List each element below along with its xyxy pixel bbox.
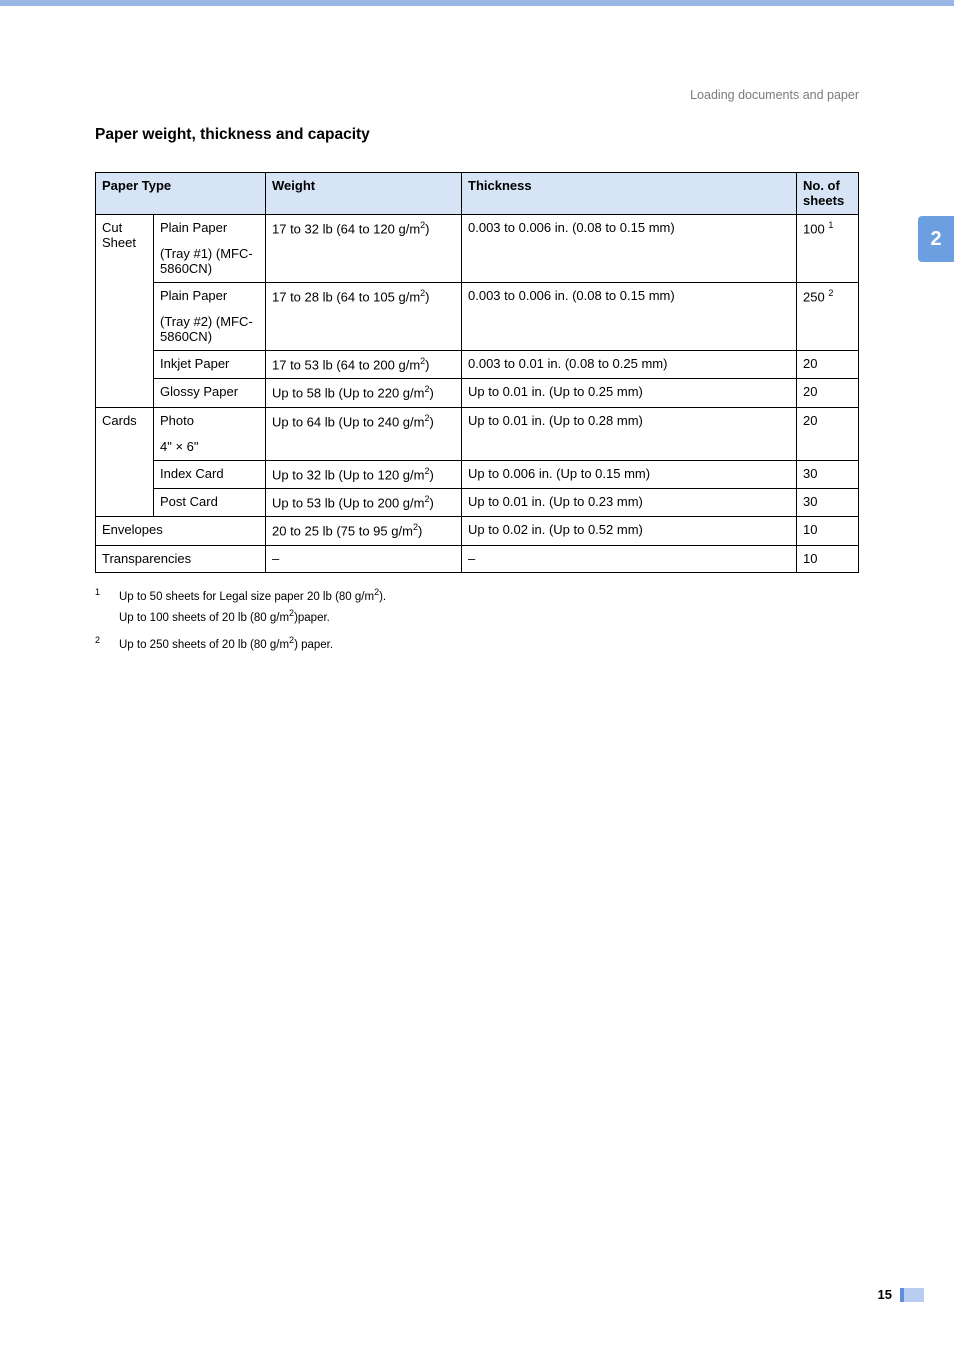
w-r2b: ) — [425, 289, 429, 304]
table-row: Cards Photo Up to 64 lb (Up to 240 g/m2)… — [96, 407, 859, 434]
w-r7b: ) — [430, 495, 434, 510]
fn2-num: 2 — [95, 633, 105, 654]
fn1-body: Up to 50 sheets for Legal size paper 20 … — [119, 585, 386, 627]
fn2-la: Up to 250 sheets of 20 lb (80 g/m — [119, 639, 289, 651]
sub-plain-2a: Plain Paper — [154, 283, 266, 310]
sub-plain-2b: (Tray #2) (MFC-5860CN) — [154, 309, 266, 351]
table-row: Plain Paper 17 to 28 lb (64 to 105 g/m 2)… — [96, 283, 859, 310]
table-row: Index Card Up to 32 lb (Up to 120 g/m2) … — [96, 460, 859, 488]
table-header-row: Paper Type Weight Thickness No. of sheet… — [96, 173, 859, 215]
weight-r2: 17 to 28 lb (64 to 105 g/m2) — [266, 283, 462, 351]
thick-r9: – — [462, 545, 797, 572]
cat-trans: Transparencies — [96, 545, 266, 572]
w-r1b: ) — [425, 221, 429, 236]
sub-photo-a: Photo — [154, 407, 266, 434]
table-row: Envelopes 20 to 25 lb (75 to 95 g/m2) Up… — [96, 517, 859, 545]
fn1-lb2: )paper. — [294, 612, 330, 624]
thick-r4: Up to 0.01 in. (Up to 0.25 mm) — [462, 379, 797, 407]
thick-r8: Up to 0.02 in. (Up to 0.52 mm) — [462, 517, 797, 545]
paper-spec-table: Paper Type Weight Thickness No. of sheet… — [95, 172, 859, 573]
sub-postcard: Post Card — [154, 488, 266, 516]
sub-inkjet: Inkjet Paper — [154, 351, 266, 379]
w-r3b: ) — [425, 357, 429, 372]
thick-r3: 0.003 to 0.01 in. (0.08 to 0.25 mm) — [462, 351, 797, 379]
w-r5b: ) — [430, 414, 434, 429]
s-r2: 250 — [803, 289, 825, 304]
sheets-r2: 250 2 — [797, 283, 859, 351]
sub-plain-1b: (Tray #1) (MFC-5860CN) — [154, 241, 266, 283]
w-r8b: ) — [418, 524, 422, 539]
s-r1-sup: 1 — [828, 220, 833, 230]
weight-r5: Up to 64 lb (Up to 240 g/m2) — [266, 407, 462, 460]
w-r4a: Up to 58 lb (Up to 220 g/m — [272, 386, 424, 401]
table-row: Post Card Up to 53 lb (Up to 200 g/m2) U… — [96, 488, 859, 516]
sheets-r9: 10 — [797, 545, 859, 572]
table-row: Inkjet Paper 17 to 53 lb (64 to 200 g/m2… — [96, 351, 859, 379]
weight-r1: 17 to 32 lb (64 to 120 g/m2) — [266, 215, 462, 283]
cat-cut-sheet: Cut Sheet — [96, 215, 154, 408]
w-r2a: 17 to 28 lb (64 to 105 g/m — [272, 289, 420, 304]
w-r3a: 17 to 53 lb (64 to 200 g/m — [272, 357, 420, 372]
weight-r9: – — [266, 545, 462, 572]
w-r6b: ) — [430, 467, 434, 482]
fn1-num: 1 — [95, 585, 105, 627]
thick-r1: 0.003 to 0.006 in. (0.08 to 0.15 mm) — [462, 215, 797, 283]
th-thickness: Thickness — [462, 173, 797, 215]
table-row: Transparencies – – 10 — [96, 545, 859, 572]
sheets-r7: 30 — [797, 488, 859, 516]
th-paper-type: Paper Type — [96, 173, 266, 215]
w-r6a: Up to 32 lb (Up to 120 g/m — [272, 467, 424, 482]
th-sheets: No. of sheets — [797, 173, 859, 215]
page-corner-flag — [900, 1288, 924, 1302]
w-r5a: Up to 64 lb (Up to 240 g/m — [272, 414, 424, 429]
footnote-2: 2 Up to 250 sheets of 20 lb (80 g/m2) pa… — [95, 633, 859, 654]
fn1-la: Up to 50 sheets for Legal size paper 20 … — [119, 590, 374, 602]
weight-r7: Up to 53 lb (Up to 200 g/m2) — [266, 488, 462, 516]
breadcrumb: Loading documents and paper — [0, 6, 954, 102]
w-r7a: Up to 53 lb (Up to 200 g/m — [272, 495, 424, 510]
thick-r6: Up to 0.006 in. (Up to 0.15 mm) — [462, 460, 797, 488]
cat-cards: Cards — [96, 407, 154, 517]
section-title: Paper weight, thickness and capacity — [95, 126, 859, 144]
thick-r2: 0.003 to 0.006 in. (0.08 to 0.15 mm) — [462, 283, 797, 351]
sub-glossy: Glossy Paper — [154, 379, 266, 407]
w-r1a: 17 to 32 lb (64 to 120 g/m — [272, 221, 420, 236]
fn1-la2: ). — [379, 590, 386, 602]
sheets-r1: 100 1 — [797, 215, 859, 283]
w-r4b: ) — [430, 386, 434, 401]
sheets-r8: 10 — [797, 517, 859, 545]
weight-r3: 17 to 53 lb (64 to 200 g/m2) — [266, 351, 462, 379]
weight-r6: Up to 32 lb (Up to 120 g/m2) — [266, 460, 462, 488]
w-r8a: 20 to 25 lb (75 to 95 g/m — [272, 524, 413, 539]
sub-plain-1a: Plain Paper — [154, 215, 266, 242]
weight-r4: Up to 58 lb (Up to 220 g/m2) — [266, 379, 462, 407]
thick-r7: Up to 0.01 in. (Up to 0.23 mm) — [462, 488, 797, 516]
th-weight: Weight — [266, 173, 462, 215]
table-row: Cut Sheet Plain Paper 17 to 32 lb (64 to… — [96, 215, 859, 242]
s-r1: 100 — [803, 221, 825, 236]
s-r2-sup: 2 — [828, 288, 833, 298]
thick-r5: Up to 0.01 in. (Up to 0.28 mm) — [462, 407, 797, 460]
sheets-r5: 20 — [797, 407, 859, 460]
sheets-r6: 30 — [797, 460, 859, 488]
sub-index: Index Card — [154, 460, 266, 488]
chapter-side-tab: 2 — [918, 216, 954, 262]
sub-photo-b: 4" × 6" — [154, 434, 266, 461]
sheets-r4: 20 — [797, 379, 859, 407]
cat-envelopes: Envelopes — [96, 517, 266, 545]
footnotes: 1 Up to 50 sheets for Legal size paper 2… — [95, 585, 859, 655]
fn1-lb: Up to 100 sheets of 20 lb (80 g/m — [119, 612, 289, 624]
sheets-r3: 20 — [797, 351, 859, 379]
table-row: Glossy Paper Up to 58 lb (Up to 220 g/m2… — [96, 379, 859, 407]
page-content: Paper weight, thickness and capacity Pap… — [0, 102, 954, 654]
weight-r8: 20 to 25 lb (75 to 95 g/m2) — [266, 517, 462, 545]
fn2-body: Up to 250 sheets of 20 lb (80 g/m2) pape… — [119, 633, 333, 654]
footnote-1: 1 Up to 50 sheets for Legal size paper 2… — [95, 585, 859, 627]
page-number: 15 — [878, 1287, 892, 1302]
fn2-la2: ) paper. — [294, 639, 333, 651]
